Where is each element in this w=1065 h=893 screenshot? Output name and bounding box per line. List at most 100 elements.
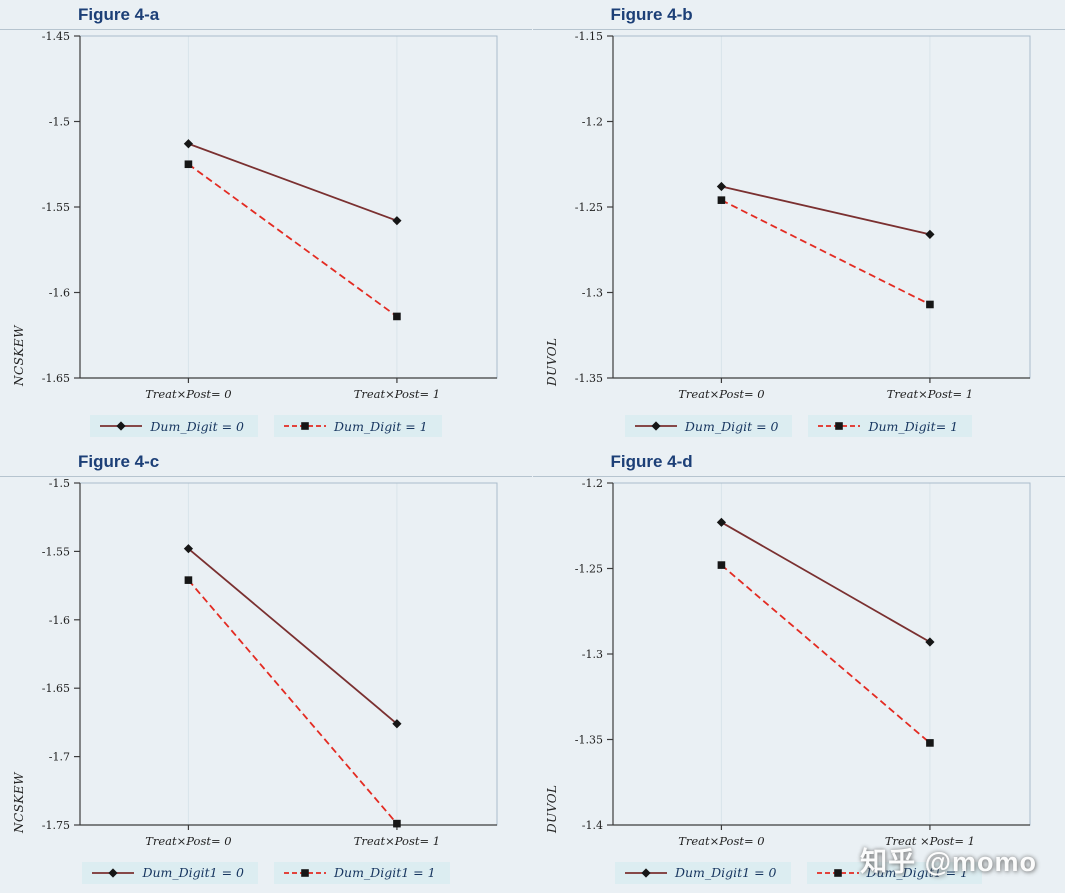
legend-label: Dum_Digit = 1 [334, 418, 428, 434]
legend-item: Dum_Digit = 0 [90, 415, 258, 437]
diamond-marker [651, 421, 661, 431]
square-marker [717, 560, 725, 569]
x-tick-label: Treat×Post= 1 [354, 834, 440, 848]
y-tick-label: -1.2 [581, 477, 602, 490]
x-tick-label: Treat×Post= 0 [678, 834, 764, 848]
panel-figure-4-b: Figure 4-b DUVOL -1.15 -1.2 -1.25 -1.3 -1.35… [532, 0, 1065, 446]
legend-swatch [624, 867, 667, 878]
legend-label: Dum_Digit1 = 1 [866, 865, 969, 880]
legend-item: Dum_Digit = 0 [624, 415, 793, 437]
square-marker [393, 312, 401, 321]
chart-area: NCSKEW -1.5 -1.55 -1.6 -1.65 -1.7 -1.75 Treat×… [0, 477, 532, 891]
legend-item: Dum_Digit1 = 0 [614, 861, 791, 884]
legend-item: Dum_Digit1 = 1 [274, 861, 450, 884]
x-tick-label: Treat×Post= 1 [354, 387, 440, 401]
legend-swatch [92, 867, 135, 878]
figure-title: Figure 4-b [532, 0, 1065, 30]
diamond-marker [183, 139, 194, 149]
x-tick-label: Treat ×Post= 1 [884, 834, 974, 848]
y-tick-label: -1.45 [42, 30, 70, 43]
legend-item: Dum_Digit1 = 1 [806, 861, 983, 884]
y-tick-label: -1.65 [42, 372, 70, 385]
y-tick-label: -1.6 [49, 287, 70, 300]
y-tick-label: -1.3 [581, 287, 602, 300]
legend-swatch [634, 421, 677, 431]
legend-label: Dum_Digit1 = 0 [142, 865, 244, 880]
y-tick-label: -1.2 [581, 116, 602, 129]
legend: Dum_Digit1 = 0 Dum_Digit1 = 1 [0, 855, 532, 891]
figure-title: Figure 4-c [0, 447, 532, 477]
y-tick-label: -1.65 [42, 682, 70, 695]
square-marker [301, 422, 309, 430]
series-line [720, 521, 930, 643]
y-tick-label: -1.3 [581, 648, 602, 661]
legend-label: Dum_Digit = 0 [150, 418, 244, 434]
y-axis-label: NCSKEW [12, 771, 26, 833]
y-tick-label: -1.5 [49, 116, 70, 129]
y-tick-label: -1.55 [42, 201, 70, 214]
y-tick-label: -1.5 [49, 477, 70, 490]
series-line [188, 142, 398, 222]
y-tick-label: -1.6 [49, 613, 70, 626]
legend-swatch [818, 422, 861, 430]
x-tick-label: Treat×Post= 0 [678, 387, 764, 401]
series-line [720, 185, 930, 236]
square-marker [393, 819, 401, 827]
diamond-marker [716, 181, 726, 192]
diamond-marker [392, 216, 402, 226]
chart-area: NCSKEW -1.45 -1.5 -1.55 -1.6 -1.65 Treat×Post… [0, 30, 532, 444]
y-tick-label: -1.25 [574, 562, 602, 575]
x-tick-label: Treat×Post= 1 [886, 387, 972, 401]
series-line [187, 547, 398, 724]
series-line [187, 163, 398, 318]
panel-figure-4-c: Figure 4-c NCSKEW -1.5 -1.55 -1.6 -1.65 -1.7… [0, 447, 532, 893]
legend-swatch [816, 868, 859, 877]
legend-swatch [284, 868, 326, 877]
plot-svg: -1.15 -1.2 -1.25 -1.3 -1.35 Treat×Post= 0 Trea… [574, 30, 1030, 401]
legend-swatch [100, 421, 143, 431]
legend-label: Dum_Digit1 = 1 [334, 865, 436, 880]
panel-figure-4-d: Figure 4-d DUVOL -1.2 -1.25 -1.3 -1.35 -1.4 T… [532, 447, 1065, 893]
x-tick-label: Treat×Post= 0 [145, 834, 231, 848]
legend-swatch [284, 422, 326, 430]
y-axis-label: NCSKEW [12, 325, 26, 386]
y-tick-label: -1.15 [574, 30, 602, 43]
x-tick-label: Treat×Post= 0 [145, 387, 231, 401]
y-axis-label: DUVOL [544, 784, 559, 833]
square-marker [925, 738, 934, 747]
legend-label: Dum_Digit1 = 0 [674, 865, 777, 880]
y-tick-label: -1.55 [42, 545, 70, 558]
chart-area: DUVOL -1.15 -1.2 -1.25 -1.3 -1.35 Treat×Post=… [533, 30, 1065, 444]
diamond-marker [924, 229, 935, 239]
legend: Dum_Digit = 0 Dum_Digit= 1 [533, 408, 1065, 444]
series-line [720, 199, 930, 306]
diamond-marker [116, 421, 127, 431]
series-line [720, 563, 931, 744]
square-marker [301, 868, 309, 877]
legend-label: Dum_Digit= 1 [868, 418, 959, 434]
legend-item: Dum_Digit = 1 [274, 415, 442, 437]
y-axis-label: DUVOL [544, 337, 559, 387]
diamond-marker [108, 867, 119, 878]
square-marker [717, 196, 725, 204]
diamond-marker [641, 867, 651, 878]
legend: Dum_Digit1 = 0 Dum_Digit1 = 1 [533, 855, 1065, 891]
square-marker [925, 300, 934, 309]
y-tick-label: -1.7 [49, 750, 70, 763]
y-tick-label: -1.35 [574, 733, 602, 746]
plot-svg: -1.2 -1.25 -1.3 -1.35 -1.4 Treat×Post= 0 Treat… [574, 477, 1030, 848]
y-tick-label: -1.4 [581, 819, 602, 832]
diamond-marker [716, 517, 726, 527]
square-marker [184, 160, 193, 169]
diamond-marker [924, 636, 935, 647]
legend: Dum_Digit = 0 Dum_Digit = 1 [0, 408, 532, 444]
diamond-marker [183, 543, 194, 553]
square-marker [833, 868, 842, 877]
plot-svg: -1.5 -1.55 -1.6 -1.65 -1.7 -1.75 Treat×Post= 0… [42, 477, 498, 848]
figure-title: Figure 4-a [0, 0, 532, 30]
square-marker [184, 575, 193, 584]
chart-area: DUVOL -1.2 -1.25 -1.3 -1.35 -1.4 Treat×Post= … [533, 477, 1065, 891]
y-tick-label: -1.25 [574, 201, 602, 214]
legend-label: Dum_Digit = 0 [684, 418, 779, 434]
